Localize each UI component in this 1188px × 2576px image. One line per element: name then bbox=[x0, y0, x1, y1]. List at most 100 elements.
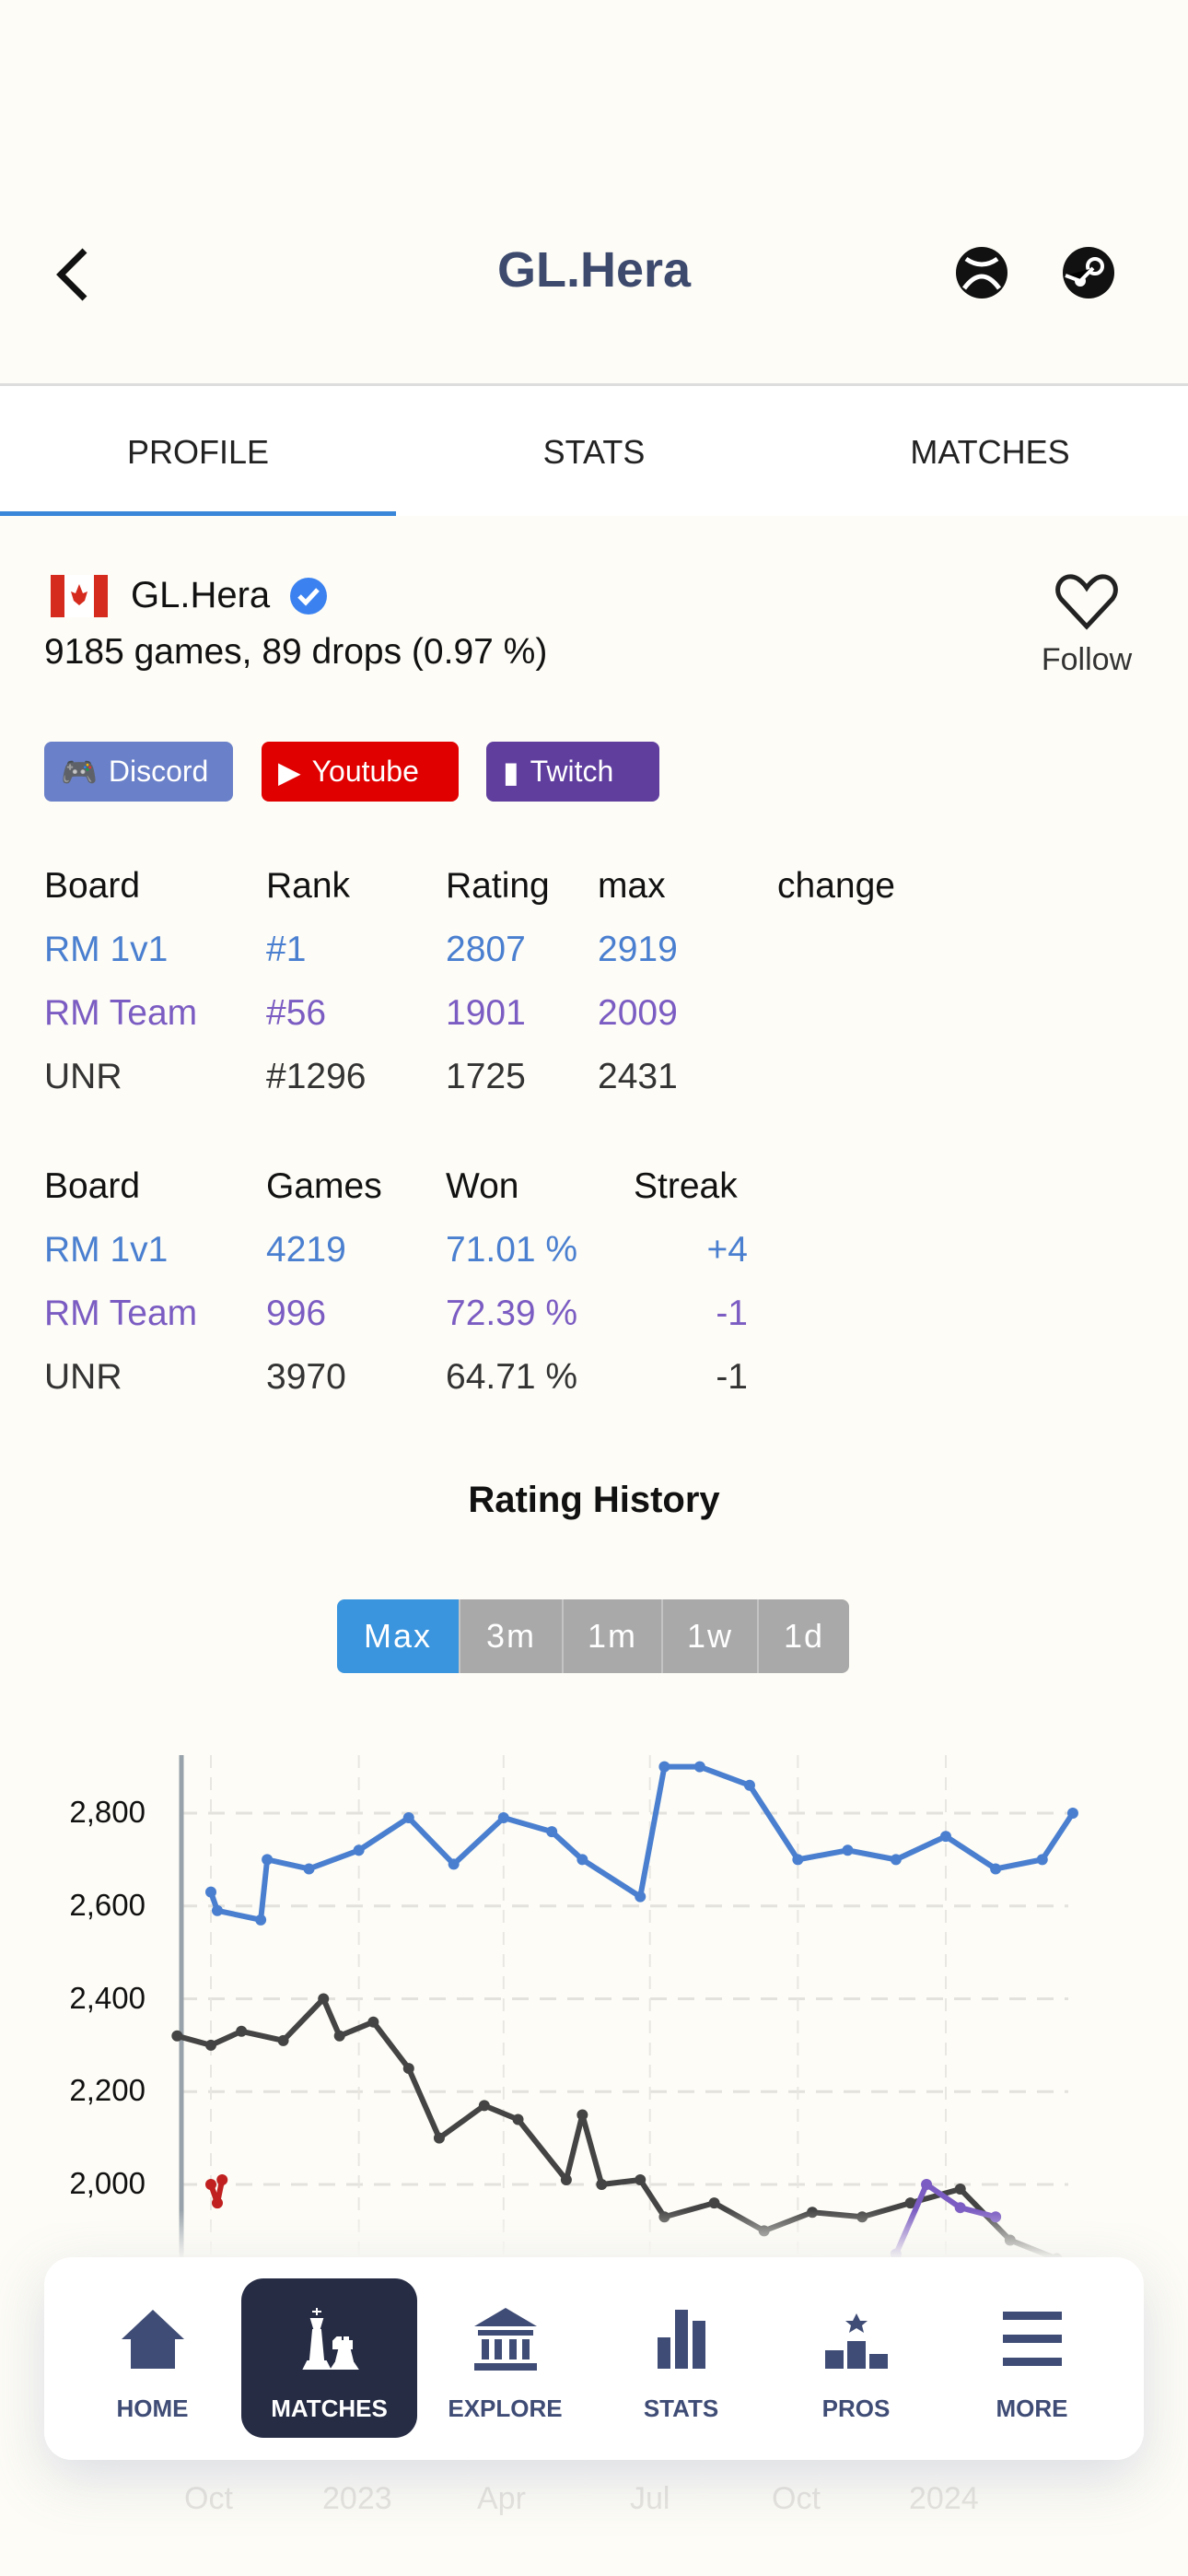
nav-stats[interactable]: STATS bbox=[593, 2278, 769, 2438]
data-point bbox=[478, 2100, 490, 2112]
data-point bbox=[792, 1854, 804, 1866]
bar-chart-icon bbox=[657, 2310, 705, 2369]
data-point bbox=[596, 2179, 608, 2190]
xbox-icon[interactable] bbox=[955, 246, 1008, 299]
rating-history-title: Rating History bbox=[468, 1480, 720, 1520]
won-cell: 71.01 % bbox=[446, 1230, 578, 1270]
streak-cell: -1 bbox=[716, 1294, 748, 1333]
range-3m-button[interactable]: 3m bbox=[460, 1599, 564, 1673]
data-point bbox=[560, 2173, 572, 2185]
steam-icon[interactable] bbox=[1062, 246, 1115, 299]
tab-stats[interactable]: STATS bbox=[542, 433, 646, 471]
series-line-rm-1v1 bbox=[208, 1763, 1076, 1923]
data-point bbox=[708, 2197, 720, 2209]
data-point bbox=[171, 2030, 183, 2042]
tab-bar: PROFILE STATS MATCHES bbox=[0, 383, 1188, 516]
data-point bbox=[333, 2030, 345, 2042]
x-tick-label: Oct bbox=[772, 2481, 821, 2516]
games-cell: 4219 bbox=[266, 1230, 346, 1270]
canada-flag-icon bbox=[51, 575, 108, 617]
data-point bbox=[658, 1761, 670, 1773]
chart-fade-overlay bbox=[0, 2209, 1188, 2265]
chess-icon bbox=[301, 2308, 359, 2370]
won-cell: 64.71 % bbox=[446, 1357, 578, 1397]
tab-matches[interactable]: MATCHES bbox=[910, 433, 1070, 471]
board-cell: UNR bbox=[44, 1357, 122, 1397]
range-1w-button[interactable]: 1w bbox=[663, 1599, 759, 1673]
rank-cell: #1296 bbox=[266, 1057, 367, 1096]
games-summary: 9185 games, 89 drops (0.97 %) bbox=[44, 632, 548, 672]
data-point bbox=[211, 2197, 223, 2209]
page-title: GL.Hera bbox=[496, 242, 692, 298]
player-name: GL.Hera bbox=[131, 575, 271, 615]
data-point bbox=[693, 1761, 705, 1773]
follow-button[interactable]: Follow bbox=[1041, 642, 1133, 677]
data-point bbox=[353, 1844, 365, 1856]
nav-home[interactable]: HOME bbox=[64, 2278, 240, 2438]
discord-button[interactable]: 🎮 Discord bbox=[44, 742, 233, 802]
data-point bbox=[277, 2034, 289, 2046]
games-cell: 3970 bbox=[266, 1357, 346, 1397]
col-header: Games bbox=[266, 1166, 382, 1206]
rating-history-chart bbox=[171, 1755, 1078, 2265]
max-cell: 2009 bbox=[598, 993, 678, 1033]
range-1d-button[interactable]: 1d bbox=[759, 1599, 849, 1673]
streak-cell: -1 bbox=[716, 1357, 748, 1397]
rating-cell: 2807 bbox=[446, 930, 526, 969]
data-point bbox=[433, 2132, 445, 2144]
col-header: max bbox=[598, 866, 666, 906]
data-point bbox=[367, 2016, 379, 2028]
twitch-icon: ▮ bbox=[503, 755, 519, 789]
x-tick-label: Oct bbox=[184, 2481, 233, 2516]
data-point bbox=[448, 1858, 460, 1870]
col-header: Board bbox=[44, 1166, 141, 1206]
range-1m-button[interactable]: 1m bbox=[564, 1599, 663, 1673]
data-point bbox=[743, 1779, 755, 1791]
data-point bbox=[318, 1993, 330, 2005]
bottom-nav: HOME MATCHES EXPLORE STATS PROS MORE bbox=[44, 2257, 1144, 2460]
nav-matches[interactable]: MATCHES bbox=[241, 2278, 417, 2438]
data-point bbox=[546, 1826, 558, 1838]
rank-cell: #56 bbox=[266, 993, 327, 1033]
active-tab-indicator bbox=[0, 511, 396, 516]
board-cell: RM 1v1 bbox=[44, 930, 169, 969]
rating-cell: 1725 bbox=[446, 1057, 526, 1096]
nav-pros[interactable]: PROS bbox=[768, 2278, 944, 2438]
board-cell: RM Team bbox=[44, 993, 198, 1033]
y-tick-label: 2,200 bbox=[69, 2073, 146, 2107]
data-point bbox=[890, 1854, 902, 1866]
nav-explore[interactable]: EXPLORE bbox=[417, 2278, 593, 2438]
youtube-button[interactable]: ▶ Youtube bbox=[262, 742, 459, 802]
col-header: Board bbox=[44, 866, 141, 906]
data-point bbox=[842, 1844, 854, 1856]
discord-icon: 🎮 bbox=[61, 755, 98, 789]
x-tick-label: Jul bbox=[630, 2481, 670, 2516]
rating-cell: 1901 bbox=[446, 993, 526, 1033]
data-point bbox=[236, 2025, 248, 2037]
podium-icon bbox=[824, 2313, 888, 2369]
data-point bbox=[577, 1854, 588, 1866]
bank-icon bbox=[473, 2308, 537, 2371]
heart-icon[interactable] bbox=[1055, 573, 1118, 630]
board-cell: UNR bbox=[44, 1057, 122, 1096]
data-point bbox=[303, 1863, 315, 1875]
data-point bbox=[255, 1914, 267, 1926]
tab-profile[interactable]: PROFILE bbox=[126, 433, 270, 471]
x-tick-label: Apr bbox=[477, 2481, 526, 2516]
data-point bbox=[262, 1854, 274, 1866]
data-point bbox=[635, 2173, 646, 2185]
data-point bbox=[904, 2197, 916, 2209]
range-max-button[interactable]: Max bbox=[337, 1599, 460, 1673]
data-point bbox=[1036, 1854, 1048, 1866]
board-cell: RM 1v1 bbox=[44, 1230, 169, 1270]
twitch-button[interactable]: ▮ Twitch bbox=[486, 742, 659, 802]
data-point bbox=[402, 2063, 414, 2075]
data-point bbox=[497, 1812, 509, 1824]
x-tick-label: 2024 bbox=[909, 2481, 979, 2516]
nav-more[interactable]: MORE bbox=[944, 2278, 1120, 2438]
back-chevron-icon[interactable] bbox=[48, 247, 94, 302]
streak-cell: +4 bbox=[706, 1230, 748, 1270]
data-point bbox=[205, 1886, 216, 1898]
data-point bbox=[990, 1863, 1002, 1875]
max-cell: 2431 bbox=[598, 1057, 678, 1096]
